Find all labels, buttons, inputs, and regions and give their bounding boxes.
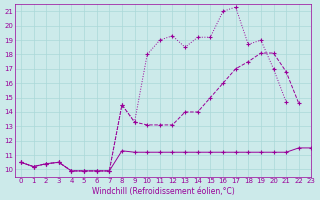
X-axis label: Windchill (Refroidissement éolien,°C): Windchill (Refroidissement éolien,°C): [92, 187, 234, 196]
